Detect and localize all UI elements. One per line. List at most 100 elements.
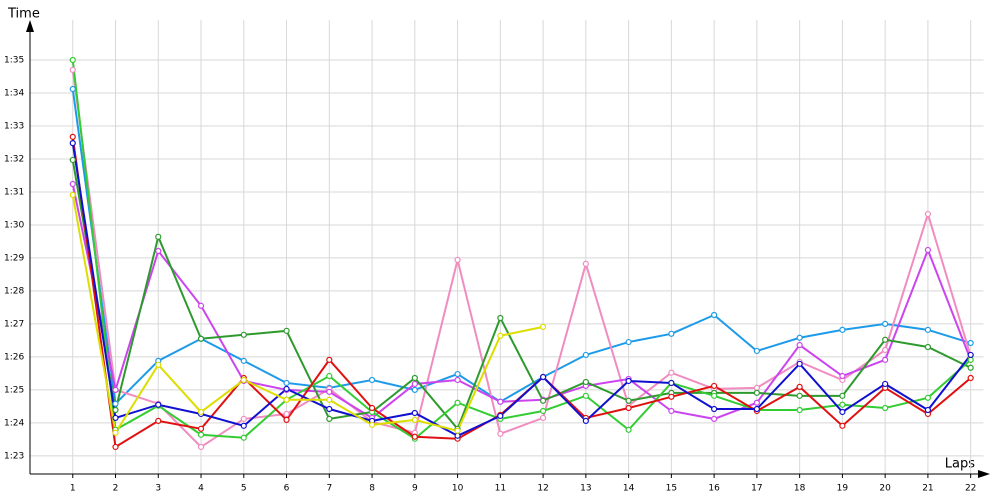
point [368, 376, 376, 384]
point [69, 156, 76, 164]
point [69, 66, 76, 73]
series-line [71, 59, 972, 440]
point [796, 341, 803, 349]
point [753, 384, 760, 392]
point [625, 338, 632, 346]
point [454, 427, 461, 434]
point [539, 397, 547, 404]
point [796, 392, 803, 399]
x-tick-label: 17 [751, 484, 762, 494]
point [497, 398, 504, 405]
x-tick-label: 7 [326, 484, 332, 494]
point [240, 331, 247, 338]
y-tick-label: 1:34 [4, 88, 24, 98]
point [539, 407, 547, 415]
point [796, 406, 803, 414]
point [155, 233, 162, 240]
x-tick-label: 15 [666, 484, 677, 494]
point [582, 378, 589, 386]
y-tick-label: 1:25 [4, 385, 24, 395]
y-tick-label: 1:32 [4, 154, 24, 164]
point [197, 425, 205, 432]
point [753, 399, 760, 406]
point [882, 356, 889, 363]
point [796, 383, 803, 391]
point [924, 394, 932, 401]
y-tick-label: 1:31 [4, 187, 24, 197]
point [283, 327, 290, 334]
point [497, 412, 504, 420]
y-axis-title: Time [7, 7, 40, 22]
point [368, 421, 376, 428]
series-line [71, 183, 972, 420]
point [112, 400, 119, 407]
x-tick-label: 19 [837, 484, 849, 494]
y-tick-label: 1:23 [4, 451, 24, 461]
point [283, 385, 290, 392]
x-tick-label: 3 [155, 484, 161, 494]
point [411, 409, 418, 417]
x-tick-label: 5 [241, 484, 247, 494]
point [882, 346, 889, 354]
point [197, 431, 205, 438]
x-tick-label: 4 [198, 484, 204, 494]
point [283, 379, 290, 387]
point [967, 356, 974, 363]
point [411, 433, 418, 440]
point [326, 396, 333, 403]
point [411, 386, 418, 393]
point [839, 392, 846, 399]
point [411, 380, 418, 388]
point [454, 256, 461, 264]
x-tick-label: 6 [284, 484, 290, 494]
point [582, 351, 589, 359]
point [454, 376, 461, 384]
point [283, 396, 290, 403]
point [197, 335, 205, 342]
y-tick-label: 1:27 [4, 319, 24, 329]
point [69, 85, 76, 93]
point [326, 372, 333, 380]
point [967, 364, 974, 371]
point [668, 369, 675, 376]
point [283, 416, 290, 423]
point [582, 392, 589, 399]
point [69, 180, 76, 188]
point [155, 417, 162, 424]
point [882, 404, 889, 412]
point [240, 415, 247, 423]
point [924, 246, 932, 254]
x-tick-label: 21 [922, 484, 933, 494]
y-tick-label: 1:30 [4, 220, 24, 230]
point [539, 414, 547, 422]
point [326, 356, 333, 363]
point [112, 386, 119, 393]
point [155, 247, 162, 255]
point [240, 434, 247, 441]
point [326, 405, 333, 413]
point [69, 133, 76, 140]
x-axis-arrow [978, 470, 990, 478]
point [112, 406, 119, 414]
point [796, 334, 803, 341]
point [967, 374, 974, 382]
x-tick-label: 1 [70, 484, 76, 494]
point [668, 393, 675, 400]
point [155, 361, 162, 368]
x-tick-label: 9 [412, 484, 418, 494]
series-line [71, 88, 971, 406]
point [454, 432, 461, 439]
point [711, 405, 718, 413]
y-tick-label: 1:26 [4, 352, 24, 362]
point [753, 389, 760, 396]
point [582, 417, 589, 424]
point [411, 374, 418, 382]
point [625, 397, 632, 404]
point [69, 191, 76, 199]
point [668, 407, 675, 415]
x-tick-label: 18 [794, 484, 806, 494]
point [625, 404, 632, 412]
point [69, 56, 76, 64]
point [839, 326, 846, 333]
